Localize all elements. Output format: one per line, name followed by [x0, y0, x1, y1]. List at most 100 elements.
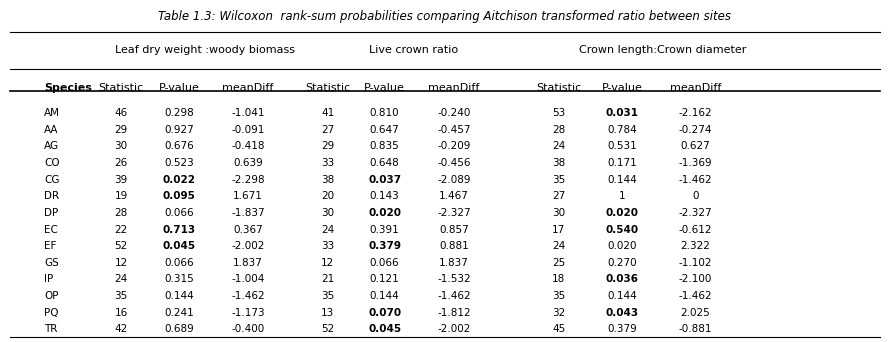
Text: 29: 29: [321, 142, 335, 152]
Text: 38: 38: [552, 158, 565, 168]
Text: 0.298: 0.298: [164, 108, 194, 118]
Text: 0.171: 0.171: [608, 158, 637, 168]
Text: 2.322: 2.322: [680, 241, 710, 251]
Text: 12: 12: [321, 258, 335, 268]
Text: -2.002: -2.002: [437, 324, 471, 334]
Text: AG: AG: [44, 142, 59, 152]
Text: IP: IP: [44, 275, 53, 285]
Text: 35: 35: [115, 291, 128, 301]
Text: -0.091: -0.091: [231, 125, 264, 135]
Text: 0.031: 0.031: [606, 108, 639, 118]
Text: 41: 41: [321, 108, 335, 118]
Text: meanDiff: meanDiff: [428, 83, 480, 93]
Text: 0.676: 0.676: [164, 142, 194, 152]
Text: 12: 12: [115, 258, 128, 268]
Text: DP: DP: [44, 208, 58, 218]
Text: 18: 18: [552, 275, 565, 285]
Text: 0.043: 0.043: [606, 308, 639, 318]
Text: 0.020: 0.020: [368, 208, 401, 218]
Text: 28: 28: [115, 208, 128, 218]
Text: 0.037: 0.037: [368, 175, 401, 185]
Text: -1.462: -1.462: [678, 291, 712, 301]
Text: 29: 29: [115, 125, 128, 135]
Text: 35: 35: [552, 291, 565, 301]
Text: Table 1.3: Wilcoxon  rank-sum probabilities comparing Aitchison transformed rati: Table 1.3: Wilcoxon rank-sum probabiliti…: [158, 10, 732, 23]
Text: -2.100: -2.100: [678, 275, 712, 285]
Text: 1.837: 1.837: [439, 258, 469, 268]
Text: 0.045: 0.045: [162, 241, 196, 251]
Text: 0.144: 0.144: [608, 175, 637, 185]
Text: 0.379: 0.379: [368, 241, 401, 251]
Text: 0.927: 0.927: [164, 125, 194, 135]
Text: TR: TR: [44, 324, 57, 334]
Text: 0.531: 0.531: [608, 142, 637, 152]
Text: 28: 28: [552, 125, 565, 135]
Text: 20: 20: [321, 192, 335, 201]
Text: 0.627: 0.627: [680, 142, 710, 152]
Text: -1.462: -1.462: [678, 175, 712, 185]
Text: 0.070: 0.070: [368, 308, 401, 318]
Text: 16: 16: [115, 308, 128, 318]
Text: 22: 22: [115, 225, 128, 235]
Text: Statistic: Statistic: [99, 83, 144, 93]
Text: -0.418: -0.418: [231, 142, 265, 152]
Text: 0.540: 0.540: [606, 225, 639, 235]
Text: 33: 33: [321, 241, 335, 251]
Text: 35: 35: [321, 291, 335, 301]
Text: 24: 24: [115, 275, 128, 285]
Text: Leaf dry weight :woody biomass: Leaf dry weight :woody biomass: [116, 45, 295, 55]
Text: 0.144: 0.144: [369, 291, 400, 301]
Text: -0.209: -0.209: [437, 142, 471, 152]
Text: 0.379: 0.379: [608, 324, 637, 334]
Text: -1.812: -1.812: [437, 308, 471, 318]
Text: 27: 27: [321, 125, 335, 135]
Text: 0.647: 0.647: [369, 125, 400, 135]
Text: CG: CG: [44, 175, 60, 185]
Text: -1.004: -1.004: [231, 275, 264, 285]
Text: 46: 46: [115, 108, 128, 118]
Text: -2.162: -2.162: [678, 108, 712, 118]
Text: AA: AA: [44, 125, 59, 135]
Text: 0.835: 0.835: [369, 142, 400, 152]
Text: Crown length:Crown diameter: Crown length:Crown diameter: [578, 45, 746, 55]
Text: 0.391: 0.391: [369, 225, 400, 235]
Text: meanDiff: meanDiff: [669, 83, 721, 93]
Text: DR: DR: [44, 192, 59, 201]
Text: 0.143: 0.143: [369, 192, 400, 201]
Text: 26: 26: [115, 158, 128, 168]
Text: -1.173: -1.173: [231, 308, 265, 318]
Text: 0.022: 0.022: [162, 175, 195, 185]
Text: AM: AM: [44, 108, 60, 118]
Text: 0.066: 0.066: [164, 208, 194, 218]
Text: 33: 33: [321, 158, 335, 168]
Text: 0.020: 0.020: [608, 241, 637, 251]
Text: -0.400: -0.400: [231, 324, 264, 334]
Text: 0.121: 0.121: [369, 275, 400, 285]
Text: 27: 27: [552, 192, 565, 201]
Text: OP: OP: [44, 291, 59, 301]
Text: 35: 35: [552, 175, 565, 185]
Text: 42: 42: [115, 324, 128, 334]
Text: P-value: P-value: [364, 83, 405, 93]
Text: 0.523: 0.523: [164, 158, 194, 168]
Text: -2.327: -2.327: [678, 208, 712, 218]
Text: 2.025: 2.025: [680, 308, 710, 318]
Text: 0.713: 0.713: [162, 225, 196, 235]
Text: -1.369: -1.369: [678, 158, 712, 168]
Text: 24: 24: [552, 142, 565, 152]
Text: 24: 24: [552, 241, 565, 251]
Text: 30: 30: [321, 208, 335, 218]
Text: 38: 38: [321, 175, 335, 185]
Text: P-value: P-value: [158, 83, 199, 93]
Text: 0.020: 0.020: [606, 208, 639, 218]
Text: Statistic: Statistic: [305, 83, 351, 93]
Text: 0.367: 0.367: [233, 225, 263, 235]
Text: -1.041: -1.041: [231, 108, 265, 118]
Text: 0.066: 0.066: [370, 258, 400, 268]
Text: 30: 30: [115, 142, 128, 152]
Text: 0.095: 0.095: [162, 192, 195, 201]
Text: 0.689: 0.689: [164, 324, 194, 334]
Text: 0.144: 0.144: [164, 291, 194, 301]
Text: -1.837: -1.837: [231, 208, 265, 218]
Text: Live crown ratio: Live crown ratio: [369, 45, 458, 55]
